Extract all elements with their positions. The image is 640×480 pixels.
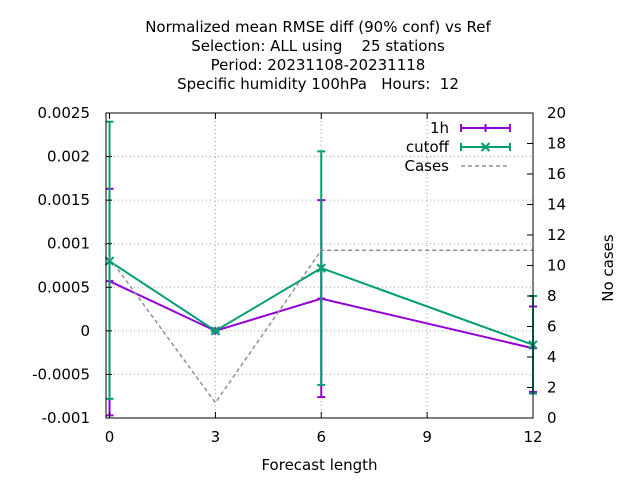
x-axis-label: Forecast length	[261, 456, 377, 474]
x-tick-label: 3	[211, 428, 221, 446]
y2-tick-label: 18	[547, 135, 566, 153]
legend-marker	[480, 142, 491, 152]
y2-tick-label: 20	[547, 104, 566, 122]
series	[104, 120, 538, 417]
data-point	[210, 326, 221, 336]
title-line-2: Period: 20231108-20231118	[211, 56, 426, 74]
legend-label: cutoff	[406, 138, 450, 156]
legend-marker	[481, 124, 490, 132]
data-point	[104, 256, 115, 266]
y-tick-label: 0	[80, 322, 90, 340]
x-tick-label: 12	[523, 428, 542, 446]
y-tick-label: 0.001	[47, 235, 90, 253]
title-line-0: Normalized mean RMSE diff (90% conf) vs …	[145, 18, 491, 36]
x-tick-label: 0	[105, 428, 115, 446]
title-line-1: Selection: ALL using 25 stations	[191, 37, 445, 55]
legend-label: 1h	[430, 119, 449, 137]
y2-axis-label: No cases	[599, 234, 617, 302]
x-tick-label: 9	[422, 428, 432, 446]
y2-tick-label: 8	[547, 287, 557, 305]
series-line	[109, 280, 534, 350]
y2-tick-label: 4	[547, 348, 557, 366]
y-tick-label: -0.0005	[32, 365, 90, 383]
series-cases	[108, 249, 533, 405]
y-tick-label: 0.002	[47, 148, 90, 166]
y2-tick-label: 14	[547, 196, 566, 214]
y2-tick-label: 10	[547, 257, 566, 275]
chart-title: Normalized mean RMSE diff (90% conf) vs …	[145, 18, 491, 93]
series-cutoff	[104, 120, 538, 400]
series-line	[108, 260, 534, 346]
y2-tick-label: 12	[547, 226, 566, 244]
y2-tick-label: 2	[547, 379, 557, 397]
y-tick-label: 0.0015	[38, 191, 91, 209]
y2-tick-label: 0	[547, 409, 557, 427]
title-line-3: Specific humidity 100hPa Hours: 12	[177, 75, 459, 93]
y-tick-label: 0.0005	[38, 278, 91, 296]
y-tick-label: 0.0025	[38, 104, 91, 122]
y2-tick-label: 6	[547, 318, 557, 336]
y-tick-label: -0.001	[42, 409, 90, 427]
legend-label: Cases	[404, 157, 449, 175]
x-tick-label: 6	[316, 428, 326, 446]
data-point	[316, 263, 326, 273]
ticks: 0 3 6 9 12 -0.001 -0.0005 0 0.0005 0.001 0.0015 0.0…	[32, 104, 566, 446]
series-line	[108, 249, 533, 405]
y2-tick-label: 16	[547, 165, 566, 183]
